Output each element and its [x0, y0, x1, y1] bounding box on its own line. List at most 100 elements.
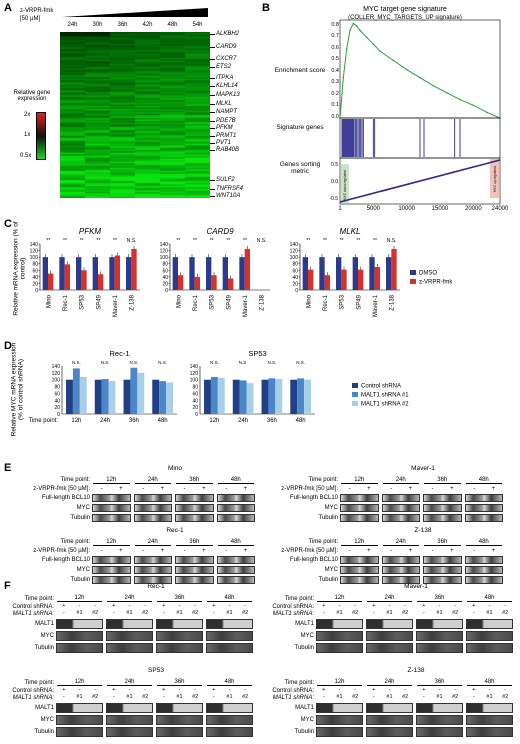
panel-d-sig: N.S.: [101, 360, 110, 365]
panel-f-malt-label: MALT1 shRNA:: [12, 611, 54, 617]
panel-f-timepoint: 48h: [484, 679, 495, 685]
panel-f-blot: [316, 715, 363, 725]
panel-e-blot: [216, 504, 255, 512]
panel-c-bar: [319, 257, 325, 290]
panel-c-bar: [336, 257, 342, 290]
panel-f-malt-sign: #2: [452, 694, 459, 700]
panel-f-ctrl-sign: -: [94, 603, 97, 609]
panel-f-blot: [156, 703, 203, 713]
panel-f-malt-sign: -: [372, 610, 375, 616]
panel-e-treatment-label: z-VRPR-fmk [50 µM]:: [33, 548, 90, 554]
panel-d-bar: [94, 379, 102, 414]
panel-f-malt-sign: -: [472, 694, 475, 700]
panel-f-ctrl-sign: +: [322, 603, 326, 609]
panel-f-control-label: Control shRNA:: [272, 604, 314, 610]
panel-b-es-tick: 0.1: [331, 102, 339, 109]
panel-f-ctrl-sign: +: [62, 687, 66, 693]
panel-f-malt-sign: -: [372, 694, 375, 700]
panel-c-sig: **: [356, 238, 360, 244]
panel-b-metric-frame: [339, 157, 501, 205]
panel-f-blot: [206, 715, 253, 725]
panel-c-legend-zvrpr: z-VRPR-fmk: [419, 280, 453, 286]
panel-e-timepoint: 12h: [354, 539, 365, 545]
panel-e-row-label: Full-length BCL10: [289, 557, 338, 563]
panel-f-timepoint-label: Time point:: [284, 596, 314, 602]
panel-f-blot: [416, 631, 463, 641]
panel-f-timepoint: 36h: [434, 595, 445, 601]
panel-f-row-label: MALT1: [35, 621, 54, 627]
panel-c-y-tick: 0: [35, 288, 38, 294]
panel-f-timepoint: 12h: [334, 679, 345, 685]
panel-e-blot: [340, 514, 379, 522]
panel-c-sig: **: [113, 238, 117, 244]
panel-f-cell-title: SP53: [148, 667, 164, 674]
panel-b-es-tick: 0.3: [331, 79, 339, 86]
panel-f-blot: [366, 643, 413, 653]
panel-e-timepoint: 24h: [147, 539, 158, 545]
panel-f-blot: [106, 715, 153, 725]
panel-c-y-tick: 60: [162, 268, 168, 274]
panel-f-timepoint-bar: [317, 601, 362, 602]
panel-d-timepoint-label: Time point:: [29, 418, 59, 424]
panel-e-treatment-label: z-VRPR-fmk [50 µM]:: [33, 486, 90, 492]
panel-f-ctrl-sign: -: [128, 603, 131, 609]
panel-d-bar: [204, 379, 211, 414]
panel-f-malt-sign: #1: [226, 694, 233, 700]
panel-f-timepoint-bar: [207, 601, 252, 602]
panel-c-chart-title: PFKM: [79, 227, 102, 236]
panel-f-malt-sign: #2: [402, 610, 409, 616]
panel-e-blot: [133, 566, 172, 574]
panel-e-blot: [175, 504, 214, 512]
panel-f-timepoint-bar: [107, 601, 152, 602]
panel-c-sig: **: [243, 238, 247, 244]
panel-f-ctrl-sign: -: [78, 687, 81, 693]
panel-a-gene-label: PFKM: [216, 125, 233, 131]
panel-e-sign: +: [243, 548, 248, 554]
panel-f-row-label: Tubulin: [294, 645, 314, 651]
panel-f-blot: [316, 727, 363, 737]
panel-f-ctrl-sign: -: [178, 603, 181, 609]
panel-e-blot: [381, 566, 420, 574]
panel-f-malt-sign: #1: [436, 694, 443, 700]
panel-c-y-tick: 20: [162, 281, 168, 287]
panel-e-blot: [92, 556, 131, 564]
panel-e-blot: [381, 504, 420, 512]
panel-d-y-tick: 140: [190, 364, 199, 370]
panel-c-sig: **: [46, 238, 50, 244]
panel-b-es-ticks: 0.8 0.7 0.6 0.5 0.4 0.3 0.2 0.1 0.0: [325, 20, 339, 120]
panel-f-cell-title: Z-138: [407, 667, 425, 674]
panel-a-gene-label: ALKBH2: [216, 31, 240, 37]
panel-d-bar: [130, 367, 138, 414]
panel-e-blot: [340, 494, 379, 502]
panel-e-timepoint-bar: [93, 483, 130, 484]
panel-c-bar: [59, 257, 65, 290]
panel-f-malt-sign: #1: [126, 694, 133, 700]
panel-e-sign: +: [367, 486, 371, 492]
panel-c-y-tick: 80: [32, 262, 38, 268]
panel-f-blot: [316, 643, 363, 653]
panel-d-y-tick: 60: [54, 391, 60, 397]
panel-b-es-point: [405, 68, 408, 71]
panel-f-malt-sign: -: [112, 610, 115, 616]
panel-e-blot: [464, 514, 503, 522]
panel-d-y-tick: 80: [54, 385, 60, 391]
panel-e-blot: [175, 566, 214, 574]
panel-e-blot: [464, 504, 503, 512]
panel-f-row-label: Tubulin: [294, 729, 314, 735]
panel-a-gene-tick: [210, 104, 215, 105]
panel-d-y-tick: 60: [192, 391, 198, 397]
panel-f-malt-sign: #1: [76, 610, 83, 616]
panel-e-blot: [133, 576, 172, 584]
panel-e-blot: [464, 566, 503, 574]
panel-f-malt-sign: -: [422, 694, 425, 700]
panel-e-blot: [175, 576, 214, 584]
panel-c-category: Maver-1: [373, 294, 379, 317]
panel-d-bar: [275, 379, 283, 414]
panel-c-y-tick: 100: [30, 255, 39, 261]
panel-c-bar: [391, 248, 397, 290]
panel-a-gene-tick: [210, 143, 215, 144]
panel-c-bar: [358, 269, 364, 290]
panel-f-control-label: Control shRNA:: [272, 688, 314, 694]
